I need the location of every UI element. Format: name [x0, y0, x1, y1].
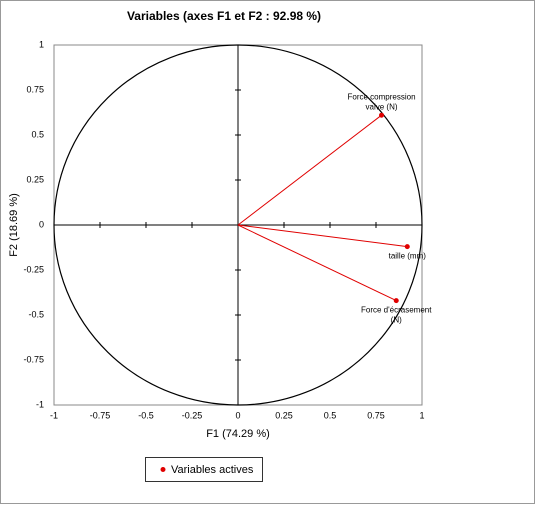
- x-tick-label: 0.25: [275, 410, 293, 420]
- x-axis-label: F1 (74.29 %): [206, 428, 270, 440]
- point-label: Force d'écrasement: [361, 306, 432, 315]
- x-tick-label: -0.75: [90, 410, 111, 420]
- point-label: Force compression: [348, 92, 416, 101]
- vector: [237, 114, 382, 226]
- y-tick-label: 0.5: [31, 129, 44, 139]
- x-tick-label: 0.75: [367, 410, 385, 420]
- y-axis-label: F2 (18.69 %): [8, 193, 20, 257]
- point: [393, 298, 399, 304]
- legend-label: Variables actives: [171, 464, 254, 476]
- x-tick-label: -1: [50, 410, 58, 420]
- x-tick-label: 0.5: [324, 410, 337, 420]
- point-label: taille (mm): [389, 252, 427, 261]
- y-tick-label: 0.75: [26, 84, 44, 94]
- y-tick-label: 1: [39, 39, 44, 49]
- x-tick-label: -0.5: [138, 410, 154, 420]
- point: [379, 112, 385, 118]
- y-tick-label: -0.5: [28, 309, 44, 319]
- y-tick-label: 0: [39, 219, 44, 229]
- x-tick-label: 1: [419, 410, 424, 420]
- legend-marker: [160, 467, 166, 472]
- y-tick-label: -0.75: [23, 354, 44, 364]
- vector: [237, 224, 408, 248]
- y-tick-label: -1: [36, 399, 44, 409]
- vector: [237, 224, 397, 302]
- point-label: (N): [391, 316, 402, 325]
- y-tick-label: 0.25: [26, 174, 44, 184]
- x-tick-label: 0: [235, 410, 240, 420]
- chart-title: Variables (axes F1 et F2 : 92.98 %): [127, 9, 321, 23]
- point-label: valve (N): [366, 102, 398, 111]
- y-tick-label: -0.25: [23, 264, 44, 274]
- x-tick-label: -0.25: [182, 410, 203, 420]
- point: [404, 244, 410, 250]
